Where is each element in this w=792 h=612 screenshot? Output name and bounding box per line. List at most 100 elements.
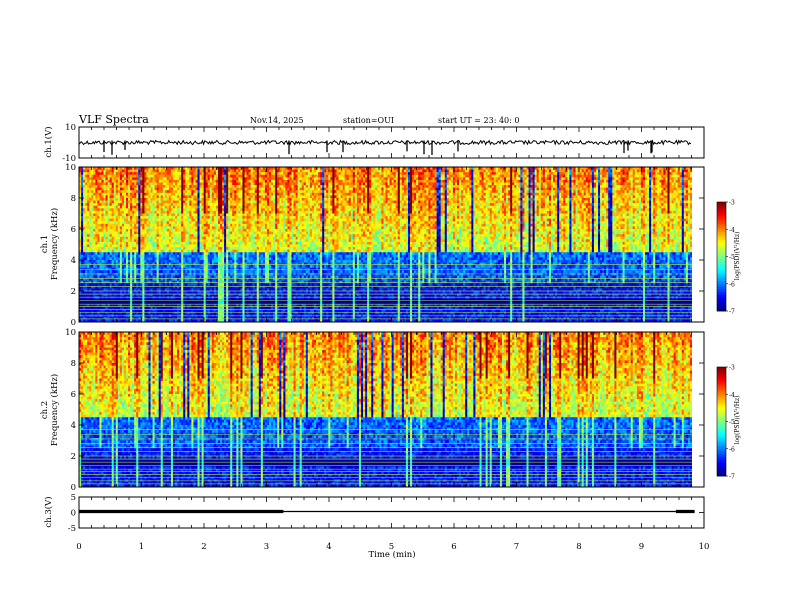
ch1-spectrogram-cell: [167, 170, 169, 173]
ch1-spectrogram-cell: [649, 172, 651, 175]
ch1-spectrogram-cell: [232, 175, 234, 178]
ch1-spectrogram-cell: [686, 170, 688, 173]
ch1-spectrogram-cell: [148, 170, 150, 173]
ch1-spectrogram-cell: [136, 172, 138, 175]
ch1-spectrogram-cell: [559, 172, 561, 175]
ch1-spectrogram-cell: [336, 175, 338, 178]
ch1-spectrogram-cell: [118, 172, 120, 175]
ch1-spectrogram-cell: [200, 175, 202, 178]
ch1-spectrogram-cell: [486, 172, 488, 175]
ch1-spectrogram-cell: [555, 172, 557, 175]
ch1-spectrogram-cell: [144, 172, 146, 175]
ch1-spectrogram-cell: [492, 172, 494, 175]
ch1-spectrogram-cell: [191, 175, 193, 178]
ch1-spectrogram-cell: [484, 170, 486, 173]
ch1-spectrogram-cell: [537, 170, 539, 173]
ch1-spectrogram-cell: [594, 170, 596, 173]
ch1-spectrogram-cell: [477, 172, 479, 175]
ch1-spectrogram-cell: [240, 172, 242, 175]
ch1-spectrogram-cell: [551, 172, 553, 175]
ch1-spectrogram-cell: [682, 172, 684, 175]
ch1-spectrogram-cell: [418, 175, 420, 178]
ch1-spectrogram-cell: [351, 170, 353, 173]
ch1-spectrogram-cell: [426, 170, 428, 173]
ch1-spectrogram-cell: [110, 172, 112, 175]
ch1-spectrogram-cell: [520, 172, 522, 175]
ch1-spectrogram-cell: [498, 170, 500, 173]
ch1-spectrogram-cell: [498, 172, 500, 175]
ch1-spectrogram-cell: [216, 175, 218, 178]
ch1-spectrogram-cell: [195, 170, 197, 173]
ch1-spectrogram-cells: [79, 167, 692, 322]
ch1-spectrogram-cell: [367, 172, 369, 175]
ch1-spectrogram-cell: [557, 170, 559, 173]
ch1-spectrogram-cell: [437, 172, 439, 175]
ch1-spectrogram-cell: [408, 172, 410, 175]
ch1-spectrogram-cell: [328, 175, 330, 178]
ch1-spectrogram-cell: [130, 175, 132, 178]
ch1-spectrogram-cell: [674, 172, 676, 175]
ch1-spectrogram-cell: [578, 172, 580, 175]
ch1-spectrogram-cell: [367, 175, 369, 178]
ch1-spectrogram-cell: [120, 172, 122, 175]
ch1-spectrogram-cell: [455, 170, 457, 173]
ch1-spectrogram-cell: [259, 172, 261, 175]
ch1-spectrogram-cell: [200, 172, 202, 175]
ch1-spectrogram-cell: [488, 172, 490, 175]
vlf-spectra-figure: VLF Spectra Nov.14, 2025 station=OUI sta…: [0, 0, 792, 612]
ch1-spectrogram-cell: [596, 170, 598, 173]
ch1-spectrogram-cell: [289, 172, 291, 175]
ch1-spectrogram-cell: [238, 172, 240, 175]
ch1-spectrogram-cell: [110, 175, 112, 178]
ch1-spectrogram-cell: [363, 172, 365, 175]
ch1-spectrogram-cell: [569, 170, 571, 173]
ch1-spectrogram-cell: [522, 172, 524, 175]
ch1-spectrogram-cell: [647, 170, 649, 173]
ch1-spectrogram-cell: [324, 170, 326, 173]
ch1-spectrogram-cell: [682, 170, 684, 173]
ch1-spectrogram-cell: [461, 170, 463, 173]
ch1-spectrogram-cell: [312, 170, 314, 173]
ch1-spectrogram-cell: [146, 172, 148, 175]
ch1-spectrogram-cell: [512, 170, 514, 173]
ch1-spectrogram-cell: [584, 172, 586, 175]
ch1-spectrogram-cell: [281, 175, 283, 178]
ch1-spectrogram-cell: [504, 172, 506, 175]
ch1-waveform-line: [80, 141, 691, 145]
ch1-spectrogram-cell: [674, 170, 676, 173]
ch1-spectrogram-cell: [85, 175, 87, 178]
ch1-spectrogram-cell: [198, 170, 200, 173]
ch1-spectrogram-cell: [690, 170, 692, 173]
ch1-spectrogram-cell: [688, 170, 690, 173]
ch1-spectrogram-cell: [672, 170, 674, 173]
ch1-spectrogram-cell: [341, 175, 343, 178]
ch1-spectrogram-cell: [218, 170, 220, 173]
ch1-spectrogram-cell: [300, 175, 302, 178]
ch1-spectrogram-cell: [289, 175, 291, 178]
ch1-spectrogram-cell: [477, 170, 479, 173]
ch1-spectrogram-cell: [567, 170, 569, 173]
ch1-spectrogram-cell: [89, 172, 91, 175]
ch1-spectrogram-cell: [310, 172, 312, 175]
ch1-spectrogram-cell: [161, 170, 163, 173]
ch1-spectrogram-cell: [218, 172, 220, 175]
ch1-spectrogram-cell: [383, 175, 385, 178]
ch1-spectrogram-cell: [285, 170, 287, 173]
ch1-spectrogram-cell: [402, 175, 404, 178]
ch1-spectrogram-cell: [620, 170, 622, 173]
ch1-spectrogram-cell: [236, 172, 238, 175]
ch1-spectrogram-cell: [128, 170, 130, 173]
ch1-spectrogram-cell: [355, 175, 357, 178]
ch1-spectrogram-cell: [185, 172, 187, 175]
ch1-spectrogram-cell: [128, 175, 130, 178]
ch1-spectrogram-cell: [259, 170, 261, 173]
ch1-spectrogram-cell: [228, 175, 230, 178]
ch1-spectrogram-cell: [220, 172, 222, 175]
ch1-spectrogram-cell: [316, 170, 318, 173]
date-label: Nov.14, 2025: [250, 116, 304, 125]
ch1-spectrogram-cell: [287, 172, 289, 175]
ch1-spectrogram-cell: [298, 175, 300, 178]
ch1-spectrogram-cell: [339, 175, 341, 178]
ch1-spectrogram-cell: [198, 175, 200, 178]
ch1-spectrogram-cell: [187, 175, 189, 178]
